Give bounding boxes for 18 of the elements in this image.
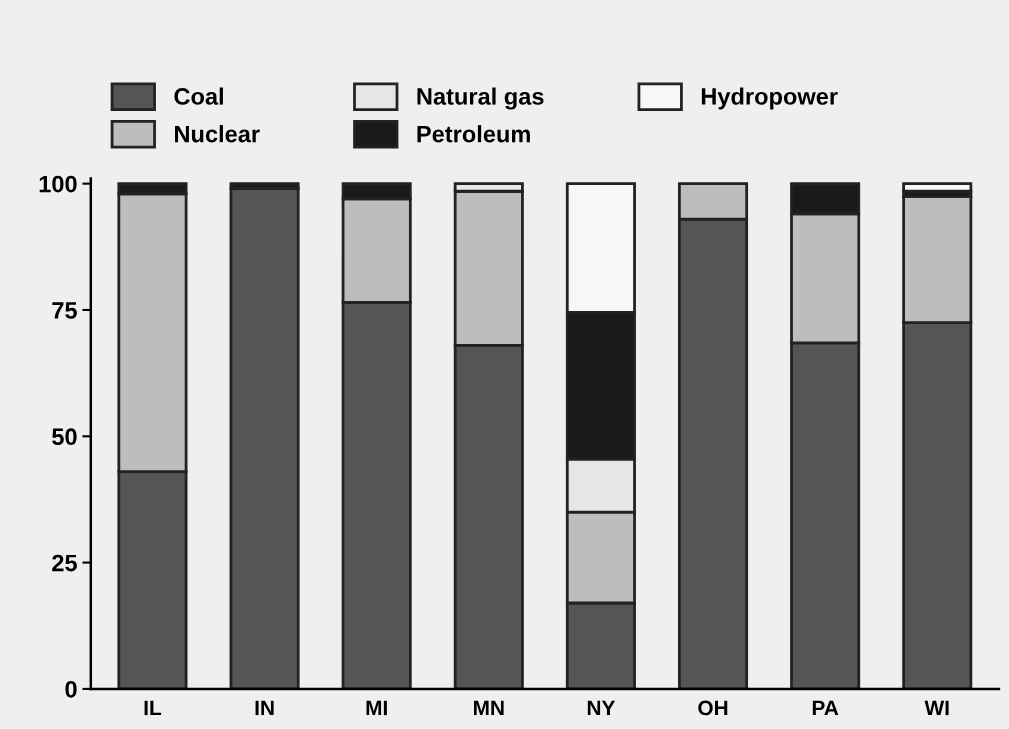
y-tick-label: 25: [52, 554, 77, 572]
x-tick-label: MN: [474, 700, 504, 716]
y-tick-label: 75: [52, 302, 77, 319]
y-tick-label: 0: [65, 680, 77, 698]
x-tick-label: PA: [812, 700, 839, 716]
legend-label: Natural gas: [417, 87, 544, 110]
y-tick-label: 50: [52, 428, 77, 446]
x-tick-label: IL: [144, 700, 162, 716]
x-tick-label: MI: [366, 700, 387, 716]
legend-label: Hydropower: [701, 87, 838, 110]
legend-label: Coal: [174, 87, 223, 105]
x-tick-label: NY: [587, 700, 616, 716]
x-tick-label: IN: [255, 700, 274, 716]
legend-label: Petroleum: [417, 125, 530, 143]
x-tick-label: WI: [924, 700, 949, 716]
legend-label: Nuclear: [175, 125, 260, 143]
y-tick-label: 100: [39, 175, 77, 193]
x-tick-label: OH: [698, 700, 728, 716]
